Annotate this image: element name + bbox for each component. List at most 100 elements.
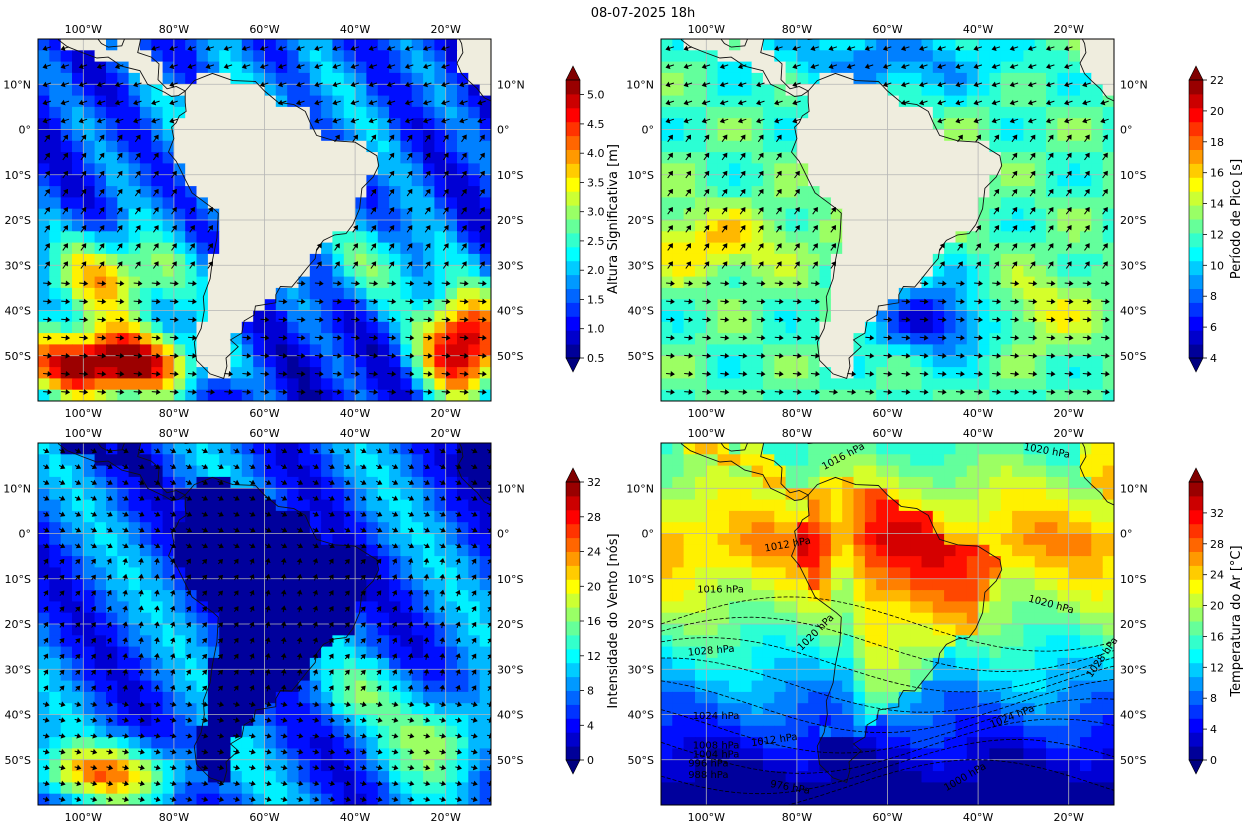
peak-period-panel: 100°W 100°W 80°W 80°W 60°W 60°W 40°W 40°W 20°W 20… [626,23,1244,420]
colorbar-segment [1189,246,1203,262]
wind-speed-frame [37,442,492,806]
lat-tick-label-right: 10°S [1120,573,1146,586]
lon-tick-label-top: 100°W [65,427,102,440]
colorbar-segment [1189,288,1203,303]
colorbar-tick-label: 0 [587,754,594,767]
lat-tick-label-left: 10°S [5,573,31,586]
colorbar-segment [1189,219,1203,234]
lat-tick-label-right: 10°N [1120,78,1148,91]
lon-tick-label-top: 100°W [688,427,725,440]
lat-tick-label-right: 50°S [1120,754,1146,767]
lat-tick-label-left: 40°S [5,305,31,318]
colorbar-segment [566,718,580,733]
lon-tick-label-top: 80°W [782,427,812,440]
wind-speed-colorbar: 0 4 8 12 16 20 24 28 32 Intensidade do Vento [nós… [565,467,621,775]
lon-tick-label-top: 40°W [340,427,370,440]
lon-tick-label-top: 80°W [159,427,189,440]
colorbar-tick-label: 14 [1210,198,1224,211]
lat-tick-label-left: 30°S [628,259,654,272]
colorbar-tick-label: 4.0 [587,147,605,160]
lon-tick-label-top: 100°W [688,23,725,36]
lat-tick-label-right: 40°S [1120,305,1146,318]
colorbar-segment [566,191,580,206]
lon-tick-label-bottom: 80°W [782,811,812,824]
lat-tick-label-right: 10°S [497,169,523,182]
colorbar-segment [566,93,580,109]
pressure-label: 1024 hPa [693,711,740,722]
lat-tick-label-left: 20°S [628,214,654,227]
colorbar-segment [1189,274,1203,289]
colorbar-segment [1189,648,1203,664]
colorbar-frame [565,79,581,359]
colorbar-segment [566,163,580,178]
peak-period-coastline [680,39,1114,379]
colorbar-segment [1189,509,1203,525]
lon-tick-label-top: 40°W [963,23,993,36]
lon-tick-label-bottom: 100°W [688,407,725,420]
colorbar-segment [566,607,580,622]
pressure-label: 996 hPa [688,759,728,770]
colorbar-segment [1189,746,1203,761]
lat-tick-label-left: 20°S [5,618,31,631]
peak-period-colorbar: 4 6 8 10 12 14 16 18 20 22 Período de Pico [s] [1188,65,1244,373]
lat-tick-label-right: 40°S [497,709,523,722]
colorbar-tick-label: 3.5 [587,176,605,189]
colorbar-segment [1189,690,1203,705]
lat-tick-label-right: 40°S [1120,709,1146,722]
lon-tick-label-bottom: 80°W [159,407,189,420]
colorbar-segment [1189,93,1203,109]
lat-tick-label-right: 30°S [1120,259,1146,272]
colorbar-tick-label: 20 [587,580,601,593]
colorbar-segment [1189,565,1203,580]
lat-tick-label-left: 0° [19,528,32,541]
colorbar-tick-label: 4 [1210,352,1217,365]
colorbar-segment [1189,344,1203,359]
lon-tick-label-top: 60°W [249,23,279,36]
colorbar-tick-label: 2.5 [587,235,605,248]
colorbar-tick-label: 28 [587,511,601,524]
colorbar-segment [1189,80,1203,95]
colorbar-segment [566,690,580,705]
colorbar-segment [566,537,580,552]
colorbar-tick-label: 8 [587,685,594,698]
colorbar-extend-max [1188,65,1204,81]
colorbar-tick-label: 2.0 [587,264,605,277]
wind-speed-field [38,443,491,805]
colorbar-segment [566,676,580,691]
colorbar-segment [566,344,580,359]
colorbar-extend-min [565,759,581,775]
colorbar-tick-label: 24 [587,546,601,559]
lat-tick-label-left: 40°S [628,305,654,318]
colorbar-segment [1189,662,1203,678]
lon-tick-label-top: 20°W [1054,23,1084,36]
colorbar-tick-label: 22 [1210,74,1224,87]
lat-tick-label-right: 20°S [497,214,523,227]
lat-tick-label-left: 10°N [3,78,31,91]
colorbar-segment [566,274,580,289]
lat-tick-label-left: 0° [642,528,655,541]
colorbar-tick-label: 4 [587,719,594,732]
colorbar-tick-label: 32 [587,476,601,489]
colorbar-segment [566,621,580,636]
colorbar-segment [1189,495,1203,511]
colorbar-segment [1189,177,1203,192]
lat-tick-label-right: 40°S [497,305,523,318]
lat-tick-label-left: 50°S [628,754,654,767]
lon-tick-label-bottom: 20°W [1054,811,1084,824]
figure-title: 08-07-2025 18h [591,6,695,21]
lat-tick-label-right: 10°S [1120,169,1146,182]
colorbar-segment [1189,482,1203,497]
lon-tick-label-bottom: 20°W [431,407,461,420]
lat-tick-label-right: 50°S [1120,350,1146,363]
lat-tick-label-left: 10°N [626,482,654,495]
lon-tick-label-bottom: 100°W [65,407,102,420]
lat-tick-label-left: 10°N [3,482,31,495]
lat-tick-label-left: 40°S [628,709,654,722]
lat-tick-label-right: 0° [1120,124,1133,137]
colorbar-segment [566,80,580,95]
lon-tick-label-bottom: 60°W [872,811,902,824]
air-temperature-colorbar: 0 4 8 12 16 20 24 28 32 Temperatura do Ar [°C] [1188,467,1244,775]
colorbar-segment [1189,676,1203,691]
colorbar-segment [566,260,580,276]
